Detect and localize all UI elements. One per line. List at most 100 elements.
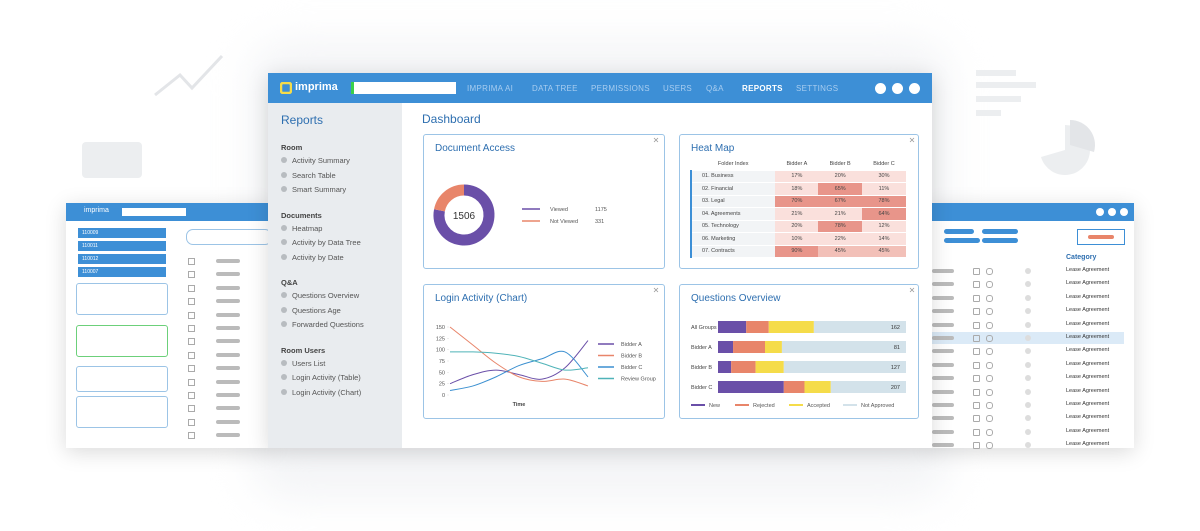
cell: 22% <box>818 232 862 246</box>
checkbox[interactable] <box>188 258 195 265</box>
sidebar-heading: Room Users <box>281 345 326 355</box>
sidebar-item[interactable]: Smart Summary <box>292 185 347 194</box>
list-item[interactable]: 110012 <box>78 254 166 264</box>
search-box[interactable] <box>351 82 456 94</box>
cell: 70% <box>775 195 819 208</box>
nav-item[interactable]: USERS <box>663 84 693 93</box>
row-bar <box>216 339 240 344</box>
row-icon <box>1025 375 1031 382</box>
checkbox[interactable] <box>188 365 195 373</box>
row-icon <box>973 308 980 316</box>
bullet <box>281 388 287 395</box>
row-icon <box>986 281 993 289</box>
nav-item[interactable]: DATA TREE <box>532 84 578 93</box>
sidebar-heading: Documents <box>281 210 322 220</box>
message <box>76 396 168 428</box>
search-input[interactable] <box>186 229 272 245</box>
nav-item[interactable]: PERMISSIONS <box>591 84 650 93</box>
row-icon <box>986 402 993 409</box>
list-item[interactable]: 110011 <box>78 241 166 251</box>
row-icon <box>973 281 980 289</box>
row-icon <box>973 321 980 329</box>
checkbox[interactable] <box>188 392 195 399</box>
category-cell: Lease Agreement <box>1066 307 1110 314</box>
category-cell: Lease Agreement <box>1066 360 1110 367</box>
nav-item[interactable]: Q&A <box>706 84 724 93</box>
sidebar-item[interactable]: Activity by Date <box>292 252 344 262</box>
row-icon <box>973 428 980 436</box>
right-nav <box>930 203 1134 221</box>
row-icon <box>986 321 993 329</box>
list-item[interactable]: 110009 <box>78 228 166 238</box>
icon[interactable] <box>892 83 903 94</box>
sidebar-item[interactable]: Activity Summary <box>292 156 350 165</box>
sidebar: Reports Room Activity Summary Search Table… <box>268 103 402 448</box>
cell: 67% <box>818 195 862 208</box>
checkbox[interactable] <box>188 351 195 359</box>
row-icon <box>973 294 980 302</box>
column-header: Folder Index <box>691 158 776 171</box>
folder-cell: 07. Contracts <box>689 245 776 258</box>
cell: 90% <box>775 245 819 258</box>
checkbox[interactable] <box>188 311 195 319</box>
row-bar <box>932 376 954 381</box>
row-icon <box>986 415 993 423</box>
card: Questions Overview <box>679 284 919 419</box>
row-icon <box>1025 415 1031 422</box>
sidebar-item[interactable]: Activity by Data Tree <box>292 238 361 247</box>
folder-cell: 06. Marketing <box>689 232 776 246</box>
folder-cell: 03. Legal <box>689 195 776 208</box>
row-bar <box>932 429 954 434</box>
column-header: Bidder B <box>818 158 862 171</box>
category-cell: Lease Agreement <box>1066 347 1110 354</box>
message <box>76 325 168 357</box>
row-bar <box>932 269 954 273</box>
row-icon <box>986 308 993 316</box>
row: 04. Agreements 21% 21% 64% <box>689 207 906 221</box>
row: 05. Technology 20% 78% 12% <box>689 220 906 233</box>
checkbox[interactable] <box>188 432 195 440</box>
nav-item[interactable]: SETTINGS <box>796 84 839 93</box>
deco-pie <box>1070 120 1095 152</box>
checkbox[interactable] <box>188 271 195 279</box>
sidebar-item[interactable]: Users List <box>292 358 326 368</box>
button[interactable] <box>1077 229 1125 245</box>
row-bar <box>932 362 954 367</box>
row-icon <box>1025 268 1031 274</box>
row-icon <box>1025 294 1031 301</box>
checkbox[interactable] <box>188 418 195 426</box>
column-header: Category <box>1066 254 1097 261</box>
left-window: imprima 110009 110011 110012 110007 <box>66 203 272 448</box>
row-icon <box>973 268 980 275</box>
icon[interactable] <box>875 83 886 94</box>
checkbox[interactable] <box>188 298 195 306</box>
row-icon <box>973 375 980 383</box>
sidebar-item[interactable]: Login Activity (Table) <box>292 373 361 382</box>
row-bar <box>216 352 240 357</box>
checkbox[interactable] <box>188 378 195 386</box>
sidebar-item[interactable]: Search Table <box>292 170 336 180</box>
bullet <box>281 253 287 260</box>
icon[interactable] <box>909 83 920 94</box>
nav-item[interactable]: IMPRIMA AI <box>467 84 514 93</box>
nav-item[interactable]: REPORTS <box>742 84 783 93</box>
row-bar <box>216 312 240 317</box>
cell: 65% <box>818 182 862 196</box>
row-icon <box>973 402 980 409</box>
checkbox[interactable] <box>188 405 195 413</box>
left-logo: imprima <box>84 207 109 214</box>
cell: 45% <box>861 245 906 258</box>
checkbox[interactable] <box>188 338 195 346</box>
checkbox[interactable] <box>188 325 195 332</box>
cell: 10% <box>775 232 819 246</box>
row: 02. Financial 18% 65% 11% <box>689 182 906 196</box>
sidebar-item[interactable]: Questions Age <box>292 305 341 315</box>
sidebar-item[interactable]: Forwarded Questions <box>292 320 364 329</box>
sidebar-item[interactable]: Questions Overview <box>292 291 360 300</box>
list-item[interactable]: 110007 <box>78 267 166 277</box>
sidebar-item[interactable]: Heatmap <box>292 223 323 233</box>
sidebar-item[interactable]: Login Activity (Chart) <box>292 387 362 397</box>
checkbox[interactable] <box>188 284 195 292</box>
item-id: 110007 <box>82 268 99 275</box>
